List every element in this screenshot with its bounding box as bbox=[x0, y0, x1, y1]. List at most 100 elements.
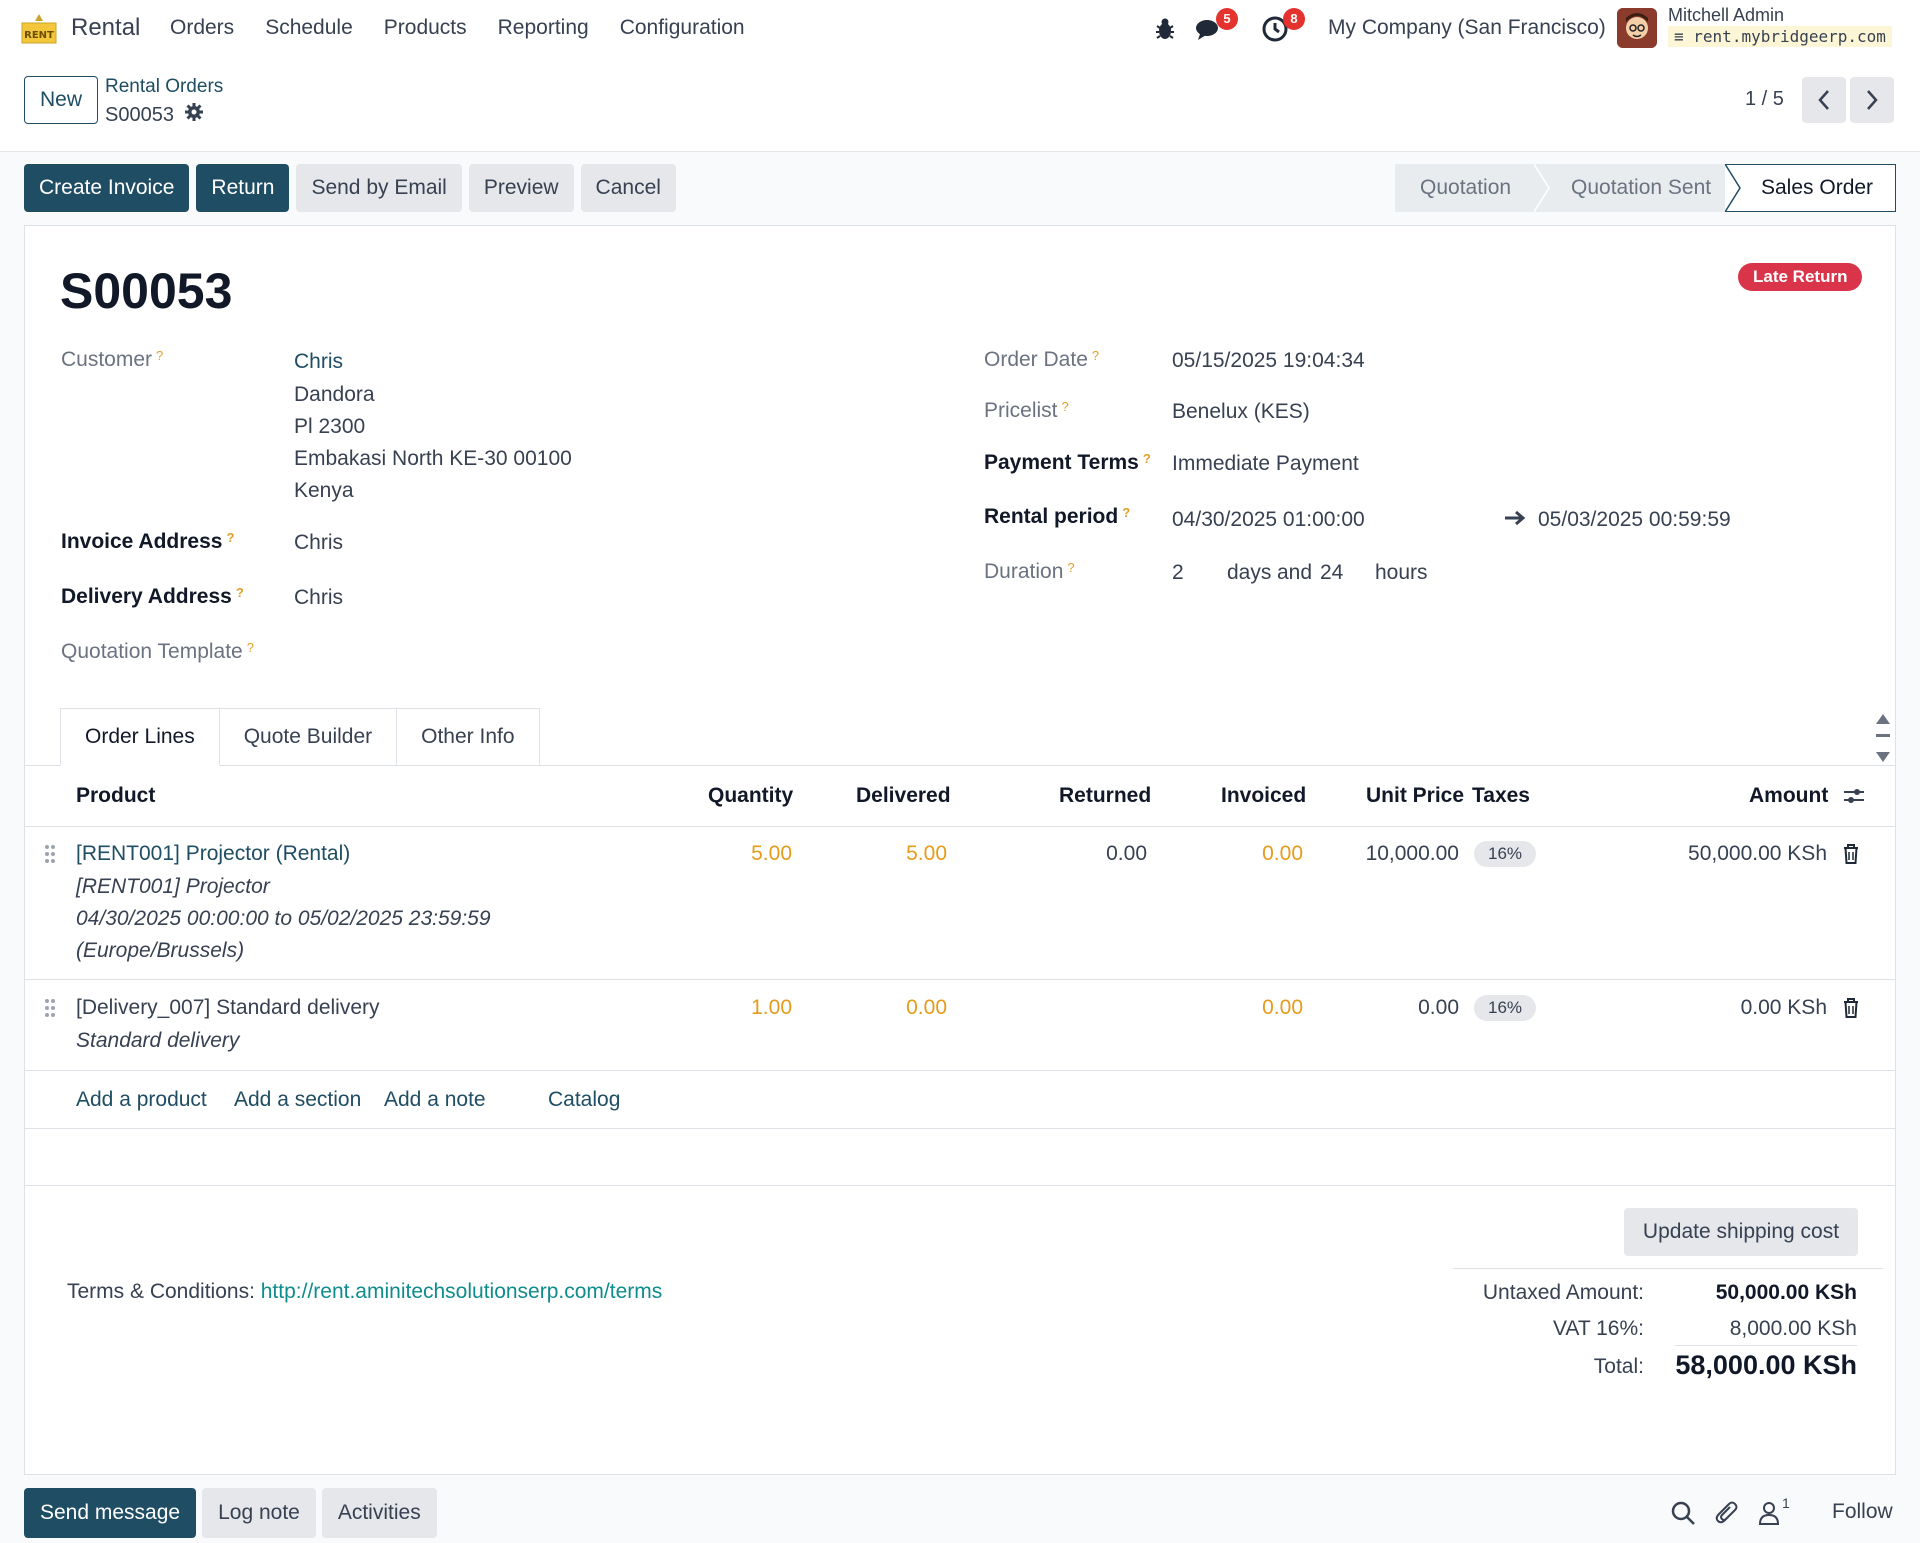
header-returned[interactable]: Returned bbox=[1059, 784, 1152, 807]
quotation-template-label-text: Quotation Template bbox=[61, 640, 243, 663]
paperclip-icon[interactable] bbox=[1714, 1500, 1740, 1526]
unit-price-value[interactable]: 10,000.00 bbox=[1365, 842, 1459, 865]
followers-icon[interactable] bbox=[1758, 1500, 1784, 1526]
menu-schedule[interactable]: Schedule bbox=[265, 16, 353, 39]
debug-bug-icon[interactable] bbox=[1150, 14, 1180, 44]
activities-clock-icon[interactable]: 8 bbox=[1261, 8, 1305, 44]
return-button[interactable]: Return bbox=[196, 164, 290, 212]
trash-icon[interactable] bbox=[1842, 844, 1860, 864]
user-name[interactable]: Mitchell Admin bbox=[1668, 5, 1785, 25]
customer-name[interactable]: Chris bbox=[294, 350, 344, 373]
quotation-template-label: Quotation Template? bbox=[61, 640, 254, 664]
delivered-value[interactable]: 0.00 bbox=[906, 996, 947, 1019]
cancel-button[interactable]: Cancel bbox=[580, 164, 676, 212]
invoiced-value[interactable]: 0.00 bbox=[1262, 996, 1303, 1019]
pager-previous-button[interactable] bbox=[1802, 77, 1846, 123]
new-button[interactable]: New bbox=[24, 76, 98, 124]
column-settings-icon[interactable] bbox=[1843, 786, 1865, 812]
duration-days-value[interactable]: 2 bbox=[1172, 561, 1184, 584]
rental-end-value[interactable]: 05/03/2025 00:59:59 bbox=[1538, 508, 1731, 531]
menu-configuration[interactable]: Configuration bbox=[619, 16, 745, 39]
stage-quotation-sent-label: Quotation Sent bbox=[1571, 176, 1712, 199]
total-divider bbox=[1675, 1345, 1857, 1346]
send-by-email-button[interactable]: Send by Email bbox=[296, 164, 462, 212]
drag-handle-icon[interactable] bbox=[44, 998, 56, 1018]
gear-icon[interactable] bbox=[184, 102, 204, 128]
tab-other-info[interactable]: Other Info bbox=[397, 708, 540, 766]
header-quantity[interactable]: Quantity bbox=[708, 784, 794, 807]
pricelist-value[interactable]: Benelux (KES) bbox=[1172, 400, 1310, 423]
tab-quote-builder[interactable]: Quote Builder bbox=[219, 708, 398, 766]
messages-icon[interactable]: 5 bbox=[1194, 8, 1238, 44]
preview-button[interactable]: Preview bbox=[468, 164, 574, 212]
update-shipping-cost-button[interactable]: Update shipping cost bbox=[1624, 1208, 1858, 1256]
stage-arrow-icon bbox=[1534, 164, 1550, 212]
drag-handle-icon[interactable] bbox=[44, 844, 56, 864]
arrow-right-icon bbox=[1504, 508, 1526, 534]
header-delivered[interactable]: Delivered bbox=[856, 784, 951, 807]
stage-quotation-sent[interactable]: Quotation Sent bbox=[1535, 164, 1741, 212]
pager-next-button[interactable] bbox=[1850, 77, 1894, 123]
terms-link[interactable]: http://rent.aminitechsolutionserp.com/te… bbox=[260, 1280, 663, 1303]
customer-label-text: Customer bbox=[61, 348, 153, 371]
pager-value[interactable]: 1 / 5 bbox=[1745, 88, 1784, 110]
header-amount[interactable]: Amount bbox=[1749, 784, 1829, 807]
product-description: (Europe/Brussels) bbox=[76, 939, 245, 962]
rental-app-icon[interactable]: RENT bbox=[20, 12, 58, 44]
user-avatar[interactable] bbox=[1617, 8, 1657, 48]
company-switcher[interactable]: My Company (San Francisco) bbox=[1328, 16, 1606, 39]
breadcrumb-rental-orders[interactable]: Rental Orders bbox=[105, 76, 224, 97]
header-taxes[interactable]: Taxes bbox=[1472, 784, 1530, 807]
delivery-address-value[interactable]: Chris bbox=[294, 586, 344, 609]
product-name[interactable]: [RENT001] Projector (Rental) bbox=[76, 842, 351, 865]
quantity-value[interactable]: 1.00 bbox=[751, 996, 792, 1019]
help-icon: ? bbox=[1142, 451, 1151, 466]
rental-logo-text: RENT bbox=[24, 30, 54, 41]
tax-badge[interactable]: 16% bbox=[1474, 841, 1537, 867]
unit-price-value[interactable]: 0.00 bbox=[1418, 996, 1459, 1019]
duration-hours-value[interactable]: 24 bbox=[1320, 561, 1344, 584]
header-product[interactable]: Product bbox=[76, 784, 156, 807]
trash-icon[interactable] bbox=[1842, 998, 1860, 1018]
order-date-value[interactable]: 05/15/2025 19:04:34 bbox=[1172, 349, 1365, 372]
header-unit-price[interactable]: Unit Price bbox=[1366, 784, 1465, 807]
create-invoice-button[interactable]: Create Invoice bbox=[24, 164, 190, 212]
help-icon: ? bbox=[1091, 348, 1100, 363]
tab-order-lines[interactable]: Order Lines bbox=[60, 708, 220, 766]
scroll-arrows-icon[interactable] bbox=[1874, 712, 1892, 770]
order-name: S00053 bbox=[60, 263, 233, 319]
add-product-link[interactable]: Add a product bbox=[76, 1088, 207, 1111]
invoice-address-value[interactable]: Chris bbox=[294, 531, 344, 554]
terms-and-conditions: Terms & Conditions: http://rent.aminitec… bbox=[67, 1280, 662, 1304]
activities-button[interactable]: Activities bbox=[321, 1488, 437, 1538]
follow-button[interactable]: Follow bbox=[1832, 1500, 1893, 1523]
add-section-link[interactable]: Add a section bbox=[234, 1088, 362, 1111]
breadcrumb-record-name: S00053 bbox=[105, 103, 174, 126]
tax-badge[interactable]: 16% bbox=[1474, 995, 1537, 1021]
returned-value[interactable]: 0.00 bbox=[1106, 842, 1147, 865]
help-icon: ? bbox=[235, 585, 244, 600]
search-icon[interactable] bbox=[1670, 1500, 1696, 1526]
log-note-button[interactable]: Log note bbox=[202, 1488, 316, 1538]
menu-reporting[interactable]: Reporting bbox=[497, 16, 589, 39]
stage-quotation[interactable]: Quotation bbox=[1395, 164, 1550, 212]
catalog-link[interactable]: Catalog bbox=[548, 1088, 621, 1111]
header-invoiced[interactable]: Invoiced bbox=[1221, 784, 1307, 807]
add-note-link[interactable]: Add a note bbox=[384, 1088, 486, 1111]
menu-orders[interactable]: Orders bbox=[170, 16, 235, 39]
address-line: Kenya bbox=[294, 479, 354, 502]
send-message-button[interactable]: Send message bbox=[24, 1488, 197, 1538]
delivered-value[interactable]: 5.00 bbox=[906, 842, 947, 865]
rental-start-value[interactable]: 04/30/2025 01:00:00 bbox=[1172, 508, 1365, 531]
app-name[interactable]: Rental bbox=[71, 14, 141, 41]
address-line: Pl 2300 bbox=[294, 415, 366, 438]
product-name[interactable]: [Delivery_007] Standard delivery bbox=[76, 996, 380, 1019]
breadcrumb-current: S00053 bbox=[105, 102, 204, 128]
quantity-value[interactable]: 5.00 bbox=[751, 842, 792, 865]
menu-products[interactable]: Products bbox=[383, 16, 467, 39]
invoiced-value[interactable]: 0.00 bbox=[1262, 842, 1303, 865]
vat-label: VAT 16%: bbox=[1552, 1317, 1644, 1340]
stage-sales-order[interactable]: Sales Order bbox=[1726, 164, 1896, 212]
address-line: Dandora bbox=[294, 383, 375, 406]
payment-terms-value[interactable]: Immediate Payment bbox=[1172, 452, 1359, 475]
